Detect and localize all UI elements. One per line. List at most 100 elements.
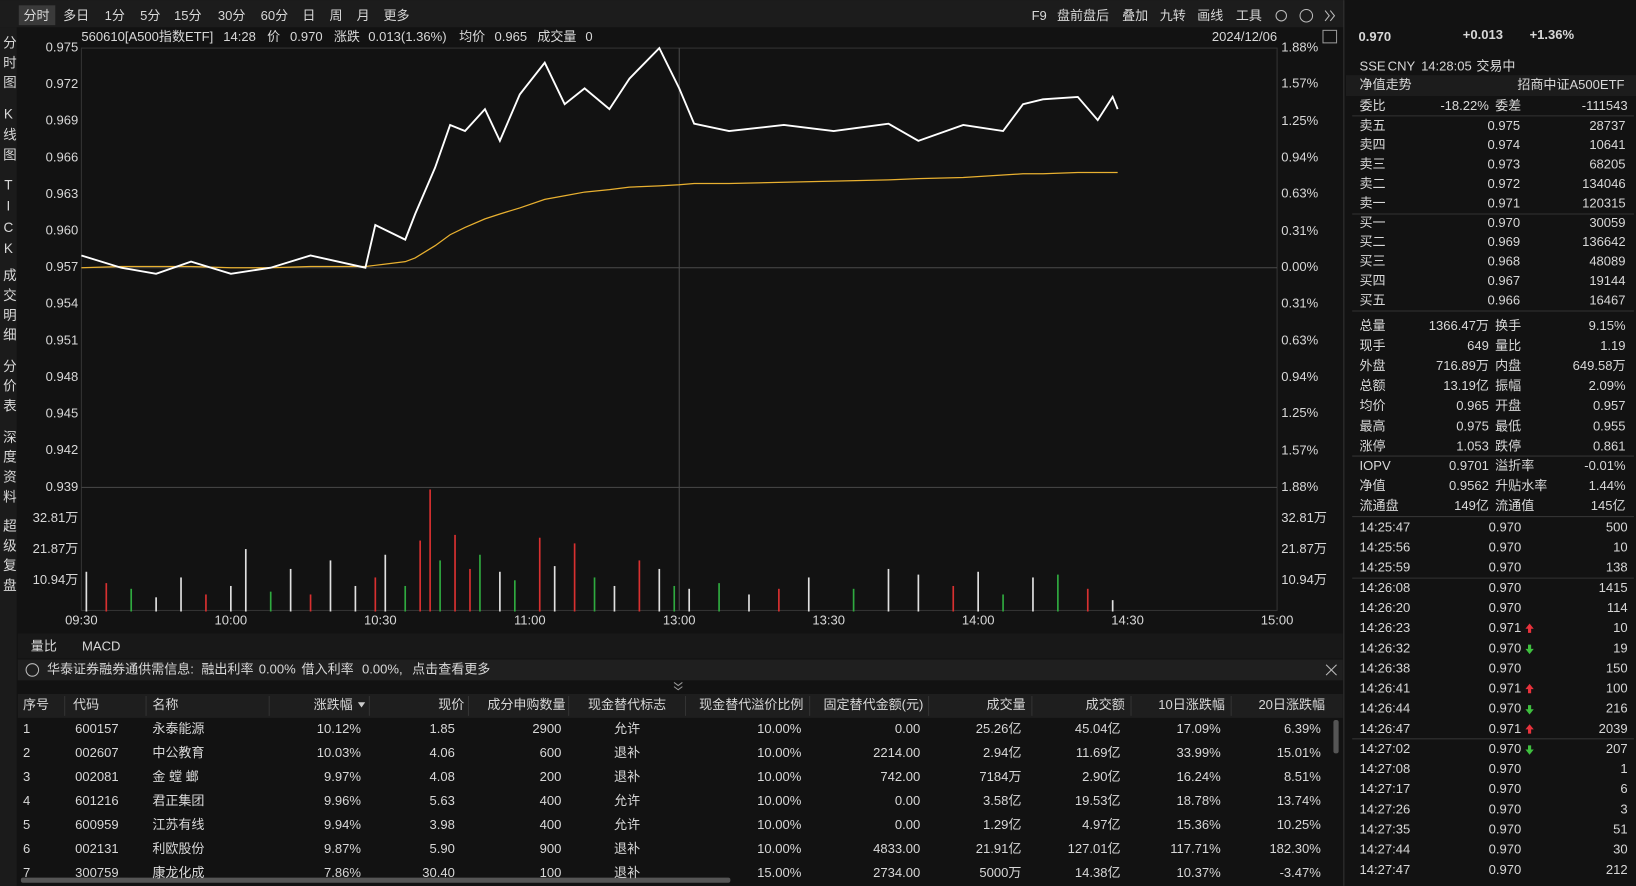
volume-bar — [374, 577, 377, 612]
stat-label: 跌停 — [1495, 438, 1521, 453]
book-price: 0.970 — [1488, 215, 1521, 230]
column-header[interactable]: 成交量 — [987, 697, 1026, 712]
tool-button[interactable]: 工具 — [1236, 8, 1262, 23]
tick-time: 14:25:56 — [1360, 540, 1411, 555]
table-cell: 4833.00 — [873, 841, 920, 856]
period-tab[interactable]: 多日 — [63, 8, 89, 23]
stat-label: 净值 — [1360, 478, 1386, 493]
stat-label: 流通值 — [1495, 498, 1534, 513]
period-tab[interactable]: 更多 — [383, 8, 409, 23]
icon-button[interactable] — [1322, 29, 1338, 44]
table-cell: 7 — [23, 865, 30, 880]
column-header[interactable]: 成交额 — [1086, 697, 1125, 712]
column-header[interactable]: 成分申购数量 — [487, 697, 565, 712]
volume-bar — [807, 577, 810, 612]
table-cell: 25.26亿 — [976, 721, 1022, 736]
active-period[interactable] — [18, 5, 56, 26]
column-header[interactable]: 现金替代标志 — [588, 697, 666, 712]
column-header[interactable]: 涨跌幅 — [314, 697, 353, 712]
side-tab[interactable]: TICK — [1, 177, 16, 262]
tick-price: 0.970 — [1489, 580, 1522, 595]
down-arrow — [1525, 745, 1534, 755]
period-tab[interactable]: 月 — [357, 8, 370, 23]
period-tab[interactable]: 日 — [302, 8, 315, 23]
period-tab[interactable]: 周 — [329, 8, 342, 23]
nav-label[interactable]: 净值走势 — [1360, 77, 1412, 92]
table-cell: 3.98 — [430, 817, 455, 832]
period-tab[interactable]: 30分 — [218, 8, 246, 23]
volume-bar — [513, 580, 516, 612]
tick-price: 0.970 — [1489, 801, 1522, 816]
expand-icon[interactable] — [673, 682, 683, 691]
v-scrollbar[interactable] — [1333, 720, 1339, 754]
sort-icon[interactable] — [357, 702, 366, 708]
sub-tab[interactable]: MACD — [82, 638, 120, 653]
table-cell: 5.63 — [430, 793, 455, 808]
tick-volume: 3 — [1620, 801, 1627, 816]
period-tab[interactable]: 1分 — [105, 8, 125, 23]
tick-price: 0.970 — [1489, 600, 1522, 615]
tick-price: 0.970 — [1489, 761, 1522, 776]
volume-bar — [673, 585, 676, 612]
column-header[interactable]: 20日涨跌幅 — [1258, 697, 1325, 712]
column-header[interactable]: 代码 — [73, 697, 99, 712]
volume-bar — [329, 560, 332, 612]
tick-price: 0.970 — [1489, 781, 1522, 796]
tool-icons[interactable] — [1275, 8, 1336, 23]
y2-tick-label: 0.63% — [1281, 186, 1318, 201]
period-tab[interactable]: 15分 — [174, 8, 202, 23]
sub-tab[interactable]: 量比 — [31, 638, 57, 653]
ratio-label: 委差 — [1495, 98, 1521, 113]
notice-more[interactable]: 点击查看更多 — [412, 661, 490, 676]
book-label: 买二 — [1360, 234, 1386, 249]
tool-button[interactable]: F9 — [1032, 8, 1047, 23]
table-cell: 永泰能源 — [152, 721, 204, 736]
y2-tick-label: 1.88% — [1281, 40, 1318, 55]
column-header[interactable]: 名称 — [152, 697, 178, 712]
table-cell: 18.78% — [1177, 793, 1222, 808]
table-cell: 6 — [23, 841, 30, 856]
period-tab[interactable]: 5分 — [140, 8, 160, 23]
tick-time: 14:27:17 — [1360, 781, 1411, 796]
side-tab[interactable]: K线图 — [1, 107, 17, 168]
stat-value: 0.965 — [1456, 398, 1489, 413]
header-change: 0.013(1.36%) — [368, 29, 446, 44]
stat-label: 现手 — [1360, 338, 1386, 353]
side-tab[interactable]: 分价表 — [1, 359, 17, 419]
x-tick-label: 13:00 — [663, 612, 696, 627]
volume-bar — [454, 534, 456, 612]
volume-bar — [613, 585, 616, 612]
stat-label: 内盘 — [1495, 358, 1521, 373]
column-header[interactable]: 现价 — [438, 697, 464, 712]
volume-bar — [638, 560, 641, 612]
table-cell: 600959 — [75, 817, 118, 832]
y2-tick-label: 0.00% — [1281, 259, 1318, 274]
header-avg: 0.965 — [495, 29, 528, 44]
period-tab[interactable]: 60分 — [261, 8, 289, 23]
period-tab[interactable]: 分时 — [23, 8, 49, 23]
close-icon[interactable] — [1325, 664, 1337, 676]
tool-button[interactable]: 叠加 — [1122, 8, 1148, 23]
side-tab[interactable]: 成交明细 — [1, 268, 17, 347]
side-tab[interactable]: 分时图 — [1, 35, 17, 95]
y-tick-label: 0.972 — [46, 76, 79, 91]
tool-button[interactable]: 九转 — [1160, 8, 1186, 23]
table-cell: 601216 — [75, 793, 118, 808]
book-label: 卖三 — [1360, 157, 1386, 172]
column-header[interactable]: 10日涨跌幅 — [1158, 697, 1225, 712]
tool-button[interactable]: 盘前盘后 — [1057, 8, 1109, 23]
column-header[interactable]: 现金替代溢价比例 — [699, 697, 803, 712]
h-scrollbar[interactable] — [20, 877, 731, 883]
volume-bar — [419, 540, 421, 612]
book-volume: 19144 — [1589, 273, 1625, 288]
stat-value: 145亿 — [1591, 498, 1626, 513]
side-tab[interactable]: 深度资料 — [1, 430, 17, 509]
side-tab[interactable]: 超级复盘 — [1, 519, 17, 598]
stat-label: 总量 — [1360, 318, 1386, 333]
column-header[interactable]: 序号 — [23, 697, 49, 712]
column-header[interactable]: 固定替代金额(元) — [823, 697, 923, 712]
price-line — [81, 46, 1119, 275]
tool-button[interactable]: 画线 — [1197, 8, 1223, 23]
tick-volume: 1415 — [1599, 580, 1628, 595]
stat-label: 换手 — [1495, 318, 1521, 333]
